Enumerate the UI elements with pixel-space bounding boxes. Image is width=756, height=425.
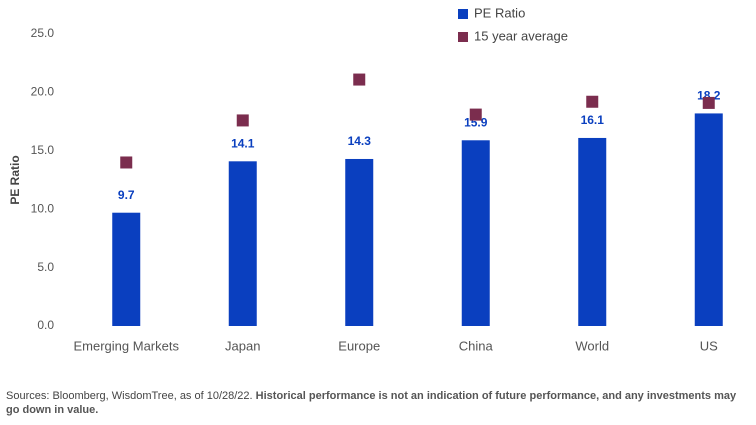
bar [461,140,490,326]
legend-swatch [458,32,468,42]
value-label: 16.1 [581,113,605,127]
average-marker [236,114,249,127]
bar [112,212,141,326]
y-tick-label: 0.0 [37,318,54,332]
y-tick-label: 20.0 [31,85,55,99]
value-label: 14.1 [231,136,255,150]
bar [228,161,257,326]
bar [345,158,374,326]
average-marker [702,96,715,109]
value-label: 14.3 [348,134,372,148]
chart: PE Ratio 0.0 5.0 10.0 15.0 20.0 25.0 PE Ratio 1… [8,5,723,353]
y-tick-label: 5.0 [37,260,54,274]
x-tick-label: China [459,338,494,353]
x-tick-label: Emerging Markets [74,338,180,353]
legend-label: 15 year average [474,28,568,43]
average-marker [353,73,366,86]
y-tick-label: 15.0 [31,143,55,157]
x-tick-label: US [700,338,718,353]
bar [694,113,723,326]
x-tick-label: Japan [225,338,260,353]
average-marker [120,156,133,169]
legend-swatch [458,9,468,19]
bar [578,137,607,326]
y-axis-title: PE Ratio [8,155,22,204]
legend-label: PE Ratio [474,5,525,20]
source-note: Sources: Bloomberg, WisdomTree, as of 10… [6,390,253,402]
value-label: 9.7 [118,188,135,202]
y-tick-label: 10.0 [31,201,55,215]
average-marker [586,95,599,108]
average-marker [469,108,482,121]
disclaimer: Historical performance is not an indicat… [6,390,737,416]
footnote: Sources: Bloomberg, WisdomTree, as of 10… [6,389,746,417]
x-tick-label: Europe [338,338,380,353]
x-tick-label: World [575,338,609,353]
y-tick-label: 25.0 [31,26,55,40]
